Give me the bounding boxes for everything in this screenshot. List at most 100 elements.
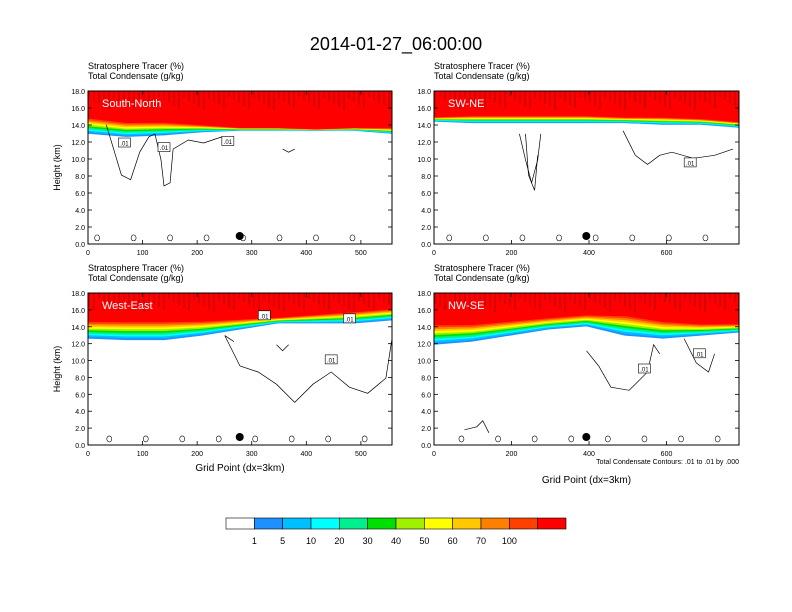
tracer-streak — [529, 293, 531, 305]
tracer-band-11 — [88, 91, 392, 130]
tracer-streak — [509, 293, 511, 307]
tracer-streak — [539, 91, 541, 101]
y-tick-label: 8.0 — [75, 375, 85, 382]
tracer-streak — [734, 293, 736, 302]
tracer-streak — [634, 293, 636, 312]
tracer-streak — [283, 293, 285, 312]
tracer-streak — [524, 91, 526, 106]
tracer-streak — [589, 91, 591, 103]
y-tick-label: 4.0 — [421, 409, 431, 416]
x-tick-label: 300 — [246, 451, 258, 458]
tracer-streak — [519, 91, 521, 103]
condensate-contour — [224, 335, 235, 342]
colorbar: 1 5 10 20 30 40 50 60 70 100 — [225, 517, 567, 546]
tracer-streak — [729, 293, 731, 299]
surface-contour — [361, 435, 368, 443]
tracer-streak — [108, 293, 110, 305]
tracer-streak — [434, 91, 436, 108]
tracer-streak — [679, 91, 681, 101]
tracer-streak — [549, 293, 551, 303]
colorbar-label: 70 — [476, 536, 486, 546]
tracer-streak — [699, 91, 701, 99]
tracer-streak — [444, 91, 446, 100]
x-tick-label: 500 — [355, 451, 367, 458]
tracer-streak — [188, 91, 190, 101]
x-tick-label: 400 — [300, 451, 312, 458]
tracer-streak — [258, 91, 260, 101]
y-tick-label: 4.0 — [75, 208, 85, 215]
tracer-streak — [128, 91, 130, 107]
tracer-streak — [193, 293, 195, 300]
tracer-streak — [243, 293, 245, 302]
tracer-streak — [233, 91, 235, 100]
svg-text:.01: .01 — [224, 140, 233, 146]
tracer-streak — [358, 91, 360, 105]
colorbar-segment — [282, 517, 312, 530]
panel-subtitle-condensate: Total Condensate (g/kg) — [88, 273, 184, 283]
y-tick-label: 12.0 — [71, 342, 85, 349]
tracer-streak — [188, 293, 190, 311]
y-tick-label: 12.0 — [71, 140, 85, 147]
panel-nw-se: Stratosphere Tracer (%)Total Condensate … — [417, 263, 740, 486]
plot-frame — [433, 292, 740, 446]
tracer-field — [434, 91, 739, 242]
tracer-streak — [353, 91, 355, 102]
tracer-streak — [348, 91, 350, 99]
tracer-streak — [328, 91, 330, 101]
x-tick-label: 100 — [137, 250, 149, 257]
y-tick-label: 0.0 — [421, 242, 431, 249]
tracer-streak — [183, 91, 185, 98]
contour-label: .01 — [343, 313, 356, 323]
svg-text:.01: .01 — [345, 317, 354, 323]
colorbar-label: 1 — [252, 536, 257, 546]
tracer-streak — [93, 293, 95, 310]
tracer-streak — [654, 293, 656, 310]
y-tick-label: 10.0 — [417, 157, 431, 164]
tracer-streak — [318, 293, 320, 305]
tracer-streak — [434, 293, 436, 304]
y-tick-label: 16.0 — [417, 308, 431, 315]
y-tick-label: 2.0 — [421, 426, 431, 433]
tracer-streak — [143, 293, 145, 312]
panel-subtitle-condensate: Total Condensate (g/kg) — [434, 273, 530, 283]
surface-contour — [592, 234, 599, 242]
tracer-streak — [439, 91, 441, 97]
condensate-contour — [464, 420, 490, 433]
x-axis-label: Grid Point (dx=3km) — [195, 463, 284, 474]
tracer-streak — [629, 91, 631, 99]
panel-south-north: Stratosphere Tracer (%)Total Condensate … — [52, 61, 393, 257]
tracer-streak — [168, 293, 170, 299]
tracer-streak — [534, 91, 536, 98]
surface-contour — [495, 435, 501, 443]
tracer-streak — [283, 91, 285, 102]
tracer-streak — [679, 293, 681, 311]
svg-text:.01: .01 — [686, 161, 695, 167]
x-tick-label: 500 — [355, 250, 367, 257]
surface-contour — [349, 234, 356, 242]
tracer-streak — [724, 91, 726, 100]
tracer-streak — [629, 293, 631, 309]
tracer-band-11 — [434, 91, 739, 123]
tracer-streak — [589, 293, 591, 299]
y-tick-label: 6.0 — [75, 392, 85, 399]
plot-frame — [433, 90, 740, 245]
surface-contour — [519, 234, 526, 242]
panel-sw-ne: Stratosphere Tracer (%)Total Condensate … — [417, 61, 740, 257]
contour-label: .01 — [693, 348, 706, 358]
condensate-contour — [586, 343, 660, 391]
y-tick-label: 14.0 — [417, 123, 431, 130]
tracer-streak — [529, 91, 531, 109]
tracer-streak — [709, 91, 711, 105]
tracer-streak — [509, 91, 511, 97]
condensate-contour — [622, 130, 734, 165]
x-axis-label: Grid Point (dx=3km) — [542, 475, 631, 486]
tracer-streak — [644, 293, 646, 304]
panel-subtitle-tracer: Stratosphere Tracer (%) — [88, 263, 184, 273]
tracer-streak — [554, 91, 556, 110]
y-tick-label: 4.0 — [421, 208, 431, 215]
tracer-streak — [178, 91, 180, 109]
colorbar-label: 20 — [334, 536, 344, 546]
tracer-streak — [328, 293, 330, 311]
x-tick-label: 600 — [661, 250, 673, 257]
surface-contour — [446, 234, 453, 242]
